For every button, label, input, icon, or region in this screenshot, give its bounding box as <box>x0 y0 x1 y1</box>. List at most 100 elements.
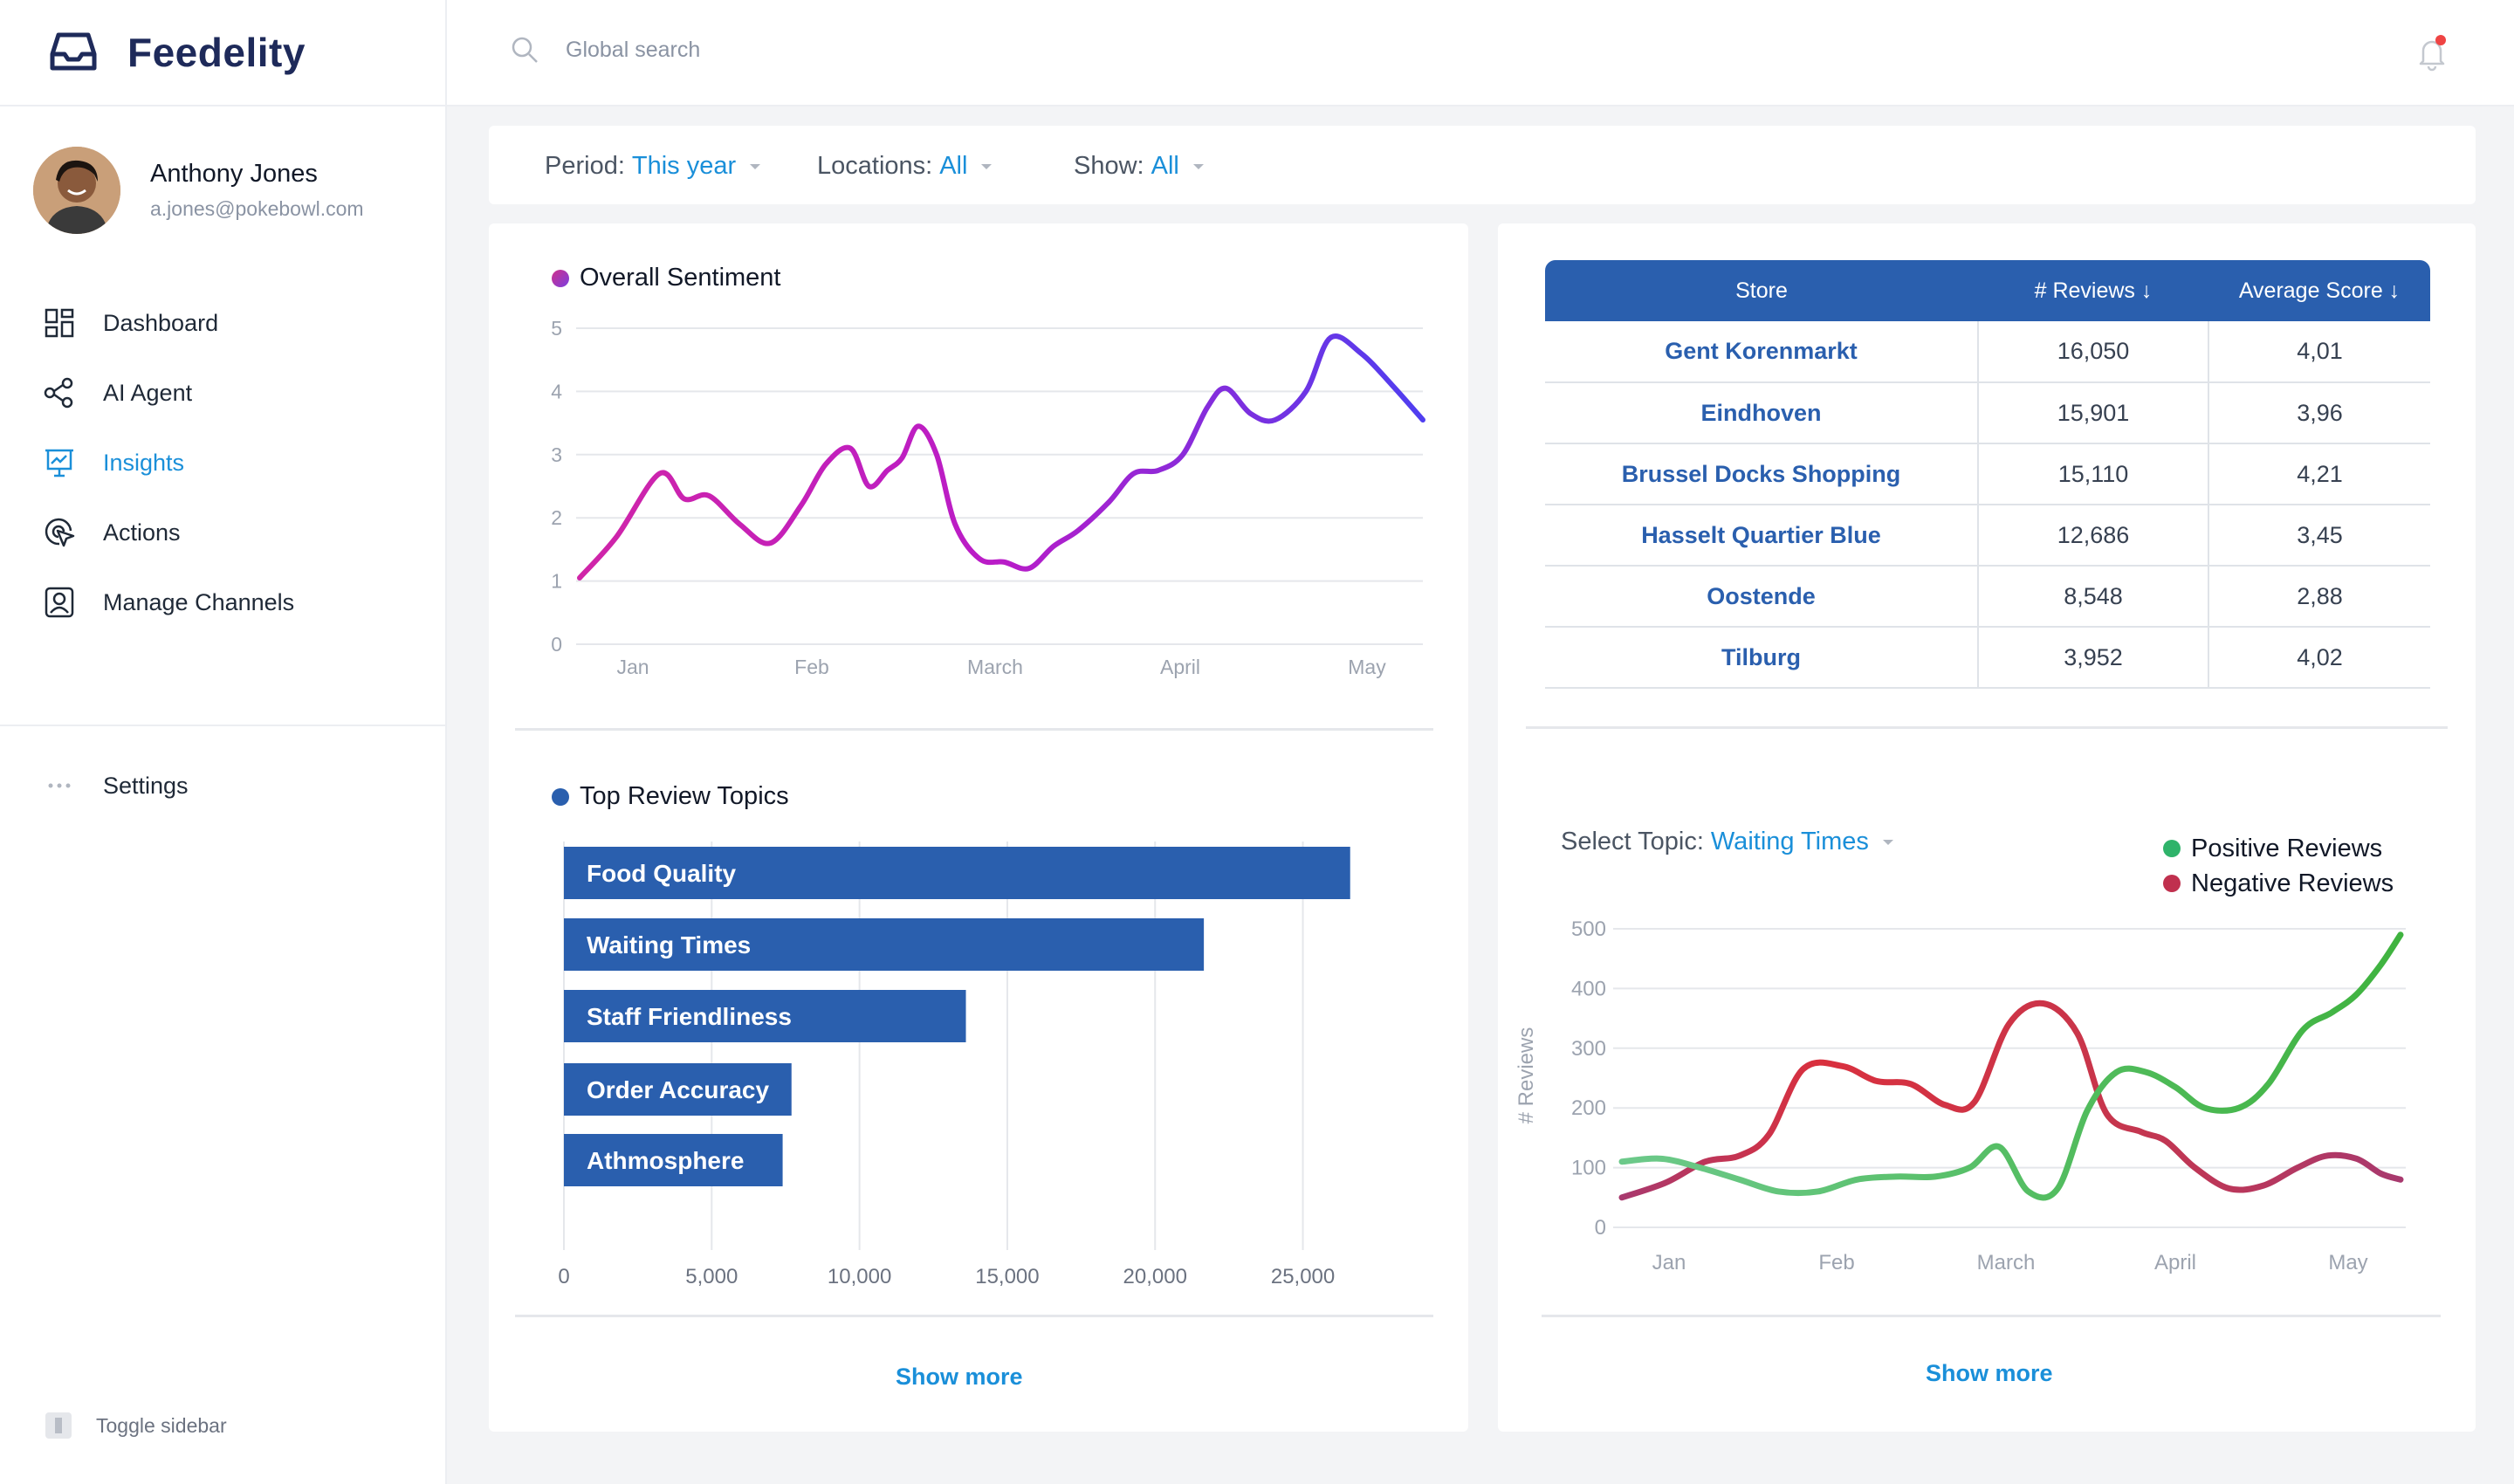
nav-label-manage-channels: Manage Channels <box>103 588 295 615</box>
column-header-reviews[interactable]: # Reviews ↓ <box>1978 260 2208 321</box>
store-cell[interactable]: Brussel Docks Shopping <box>1545 443 1978 505</box>
chevron-down-icon <box>1192 163 1204 169</box>
nav-label-settings: Settings <box>103 772 189 799</box>
topic-select[interactable]: Select Topic: Waiting Times <box>1561 828 1893 856</box>
sentiment-title-text: Overall Sentiment <box>580 264 781 292</box>
store-cell[interactable]: Gent Korenmarkt <box>1545 321 1978 383</box>
topic-select-label: Select Topic: <box>1561 828 1704 855</box>
table-row[interactable]: Tilburg 3,952 4,02 <box>1545 627 2430 689</box>
reviews-cell: 8,548 <box>1977 566 2208 628</box>
x-tick-label: 25,000 <box>1271 1265 1335 1288</box>
store-cell[interactable]: Eindhoven <box>1545 382 1978 444</box>
show-filter-label: Show: <box>1074 152 1144 180</box>
legend-negative-label: Negative Reviews <box>2191 869 2394 897</box>
x-tick-label: March <box>1977 1251 2036 1274</box>
period-filter[interactable]: Period: This year <box>545 152 761 181</box>
global-search-input[interactable] <box>566 37 1089 63</box>
search-icon <box>512 37 538 63</box>
table-header-row: Store # Reviews ↓ Average Score ↓ <box>1545 260 2430 321</box>
sidebar-divider <box>0 725 445 726</box>
x-tick-label: 5,000 <box>685 1265 738 1288</box>
sidebar-toggle-icon <box>45 1412 72 1439</box>
x-tick-label: 10,000 <box>828 1265 891 1288</box>
avatar <box>33 147 120 234</box>
show-filter[interactable]: Show: All <box>1074 152 1204 181</box>
column-header-store[interactable]: Store <box>1545 260 1978 321</box>
settings-section: Settings <box>0 751 445 821</box>
topics-title-text: Top Review Topics <box>580 782 789 810</box>
negative-legend-dot <box>2163 875 2181 892</box>
share-nodes-icon <box>44 377 73 409</box>
show-filter-value: All <box>1151 152 1179 180</box>
bar-label: Food Quality <box>587 860 737 887</box>
y-tick-label: 400 <box>1571 977 1606 1000</box>
y-axis-label: # Reviews <box>1515 1027 1538 1124</box>
user-square-icon <box>45 587 74 618</box>
show-more-button[interactable]: Show more <box>896 1364 1023 1390</box>
chevron-down-icon <box>981 163 993 169</box>
table-row[interactable]: Brussel Docks Shopping 15,110 4,21 <box>1545 443 2430 505</box>
y-tick-label: 3 <box>551 443 562 466</box>
bar-label: Athmosphere <box>587 1147 744 1174</box>
nav-item-manage-channels[interactable]: Manage Channels <box>0 567 445 637</box>
topics-bar-chart: 0 5,000 10,000 15,000 20,000 25,000 Food Quali… <box>558 842 1350 1288</box>
bar <box>564 918 1205 971</box>
cursor-click-icon <box>45 518 75 547</box>
user-profile[interactable]: Anthony Jones a.jones@pokebowl.com <box>33 147 364 234</box>
presentation-chart-icon <box>45 449 73 477</box>
nav-item-actions[interactable]: Actions <box>0 498 445 567</box>
table-row[interactable]: Gent Korenmarkt 16,050 4,01 <box>1545 321 2430 383</box>
y-tick-label: 2 <box>551 506 562 529</box>
left-card: Overall Sentiment 0 1 2 3 4 5 Jan Feb March April… <box>489 223 1468 1432</box>
reviews-cell: 16,050 <box>1977 321 2208 383</box>
ellipsis-icon <box>48 783 71 788</box>
bar <box>564 990 966 1042</box>
inbox-logo-icon <box>50 32 97 71</box>
store-cell[interactable]: Oostende <box>1545 566 1978 628</box>
column-header-average-score[interactable]: Average Score ↓ <box>2208 260 2430 321</box>
bar-label: Order Accuracy <box>587 1076 769 1103</box>
store-cell[interactable]: Hasselt Quartier Blue <box>1545 505 1978 567</box>
y-tick-label: 1 <box>551 570 562 593</box>
reviews-line-chart: 0 100 200 300 400 500 # Reviews Jan Feb March Apri… <box>1515 917 2406 1274</box>
nav-item-insights[interactable]: Insights <box>0 428 445 498</box>
reviews-legend: Positive Reviews Negative Reviews <box>2163 831 2394 901</box>
notification-bell-icon[interactable] <box>2413 33 2451 72</box>
locations-filter[interactable]: Locations: All <box>817 152 993 181</box>
divider <box>515 728 1433 731</box>
bar <box>564 1134 783 1186</box>
store-cell[interactable]: Tilburg <box>1545 627 1978 689</box>
top-bar <box>447 0 2514 106</box>
show-more-button[interactable]: Show more <box>1926 1360 2053 1386</box>
table-row[interactable]: Hasselt Quartier Blue 12,686 3,45 <box>1545 505 2430 567</box>
legend-negative: Negative Reviews <box>2163 866 2394 901</box>
y-tick-label: 4 <box>551 380 562 402</box>
x-tick-label: May <box>1348 656 1386 678</box>
positive-legend-dot <box>2163 840 2181 857</box>
score-cell: 4,02 <box>2208 627 2430 689</box>
table-row[interactable]: Eindhoven 15,901 3,96 <box>1545 382 2430 444</box>
x-tick-label: Feb <box>1818 1251 1854 1274</box>
locations-filter-label: Locations: <box>817 152 933 180</box>
chevron-down-icon <box>750 163 761 169</box>
divider <box>515 1315 1433 1317</box>
brand-name: Feedelity <box>127 30 306 75</box>
nav-item-ai-agent[interactable]: AI Agent <box>0 358 445 428</box>
chevron-down-icon <box>1882 839 1893 845</box>
legend-positive-label: Positive Reviews <box>2191 834 2383 862</box>
y-tick-label: 0 <box>1595 1216 1606 1240</box>
sentiment-title: Overall Sentiment <box>552 264 781 292</box>
period-filter-label: Period: <box>545 152 625 180</box>
bar-label: Staff Friendliness <box>587 1003 792 1030</box>
x-tick-label: Jan <box>1652 1251 1686 1274</box>
brand[interactable]: Feedelity <box>0 0 445 106</box>
table-row[interactable]: Oostende 8,548 2,88 <box>1545 566 2430 628</box>
y-tick-label: 300 <box>1571 1037 1606 1061</box>
x-tick-label: April <box>1160 656 1200 678</box>
nav-item-dashboard[interactable]: Dashboard <box>0 288 445 358</box>
y-tick-label: 500 <box>1571 917 1606 941</box>
nav-item-settings[interactable]: Settings <box>0 751 445 821</box>
topic-select-value: Waiting Times <box>1710 828 1869 855</box>
main-nav: Dashboard AI Agent Insights Actions <box>0 288 445 637</box>
toggle-sidebar-button[interactable]: Toggle sidebar <box>45 1412 227 1439</box>
